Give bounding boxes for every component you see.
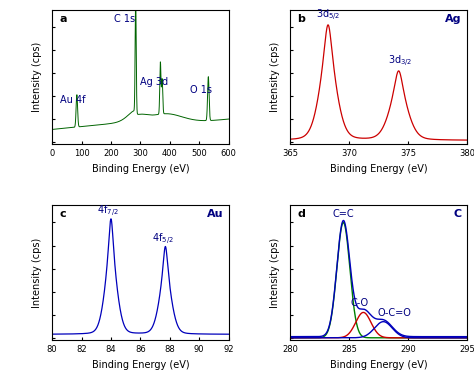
Text: O 1s: O 1s	[190, 85, 212, 95]
Text: Ag: Ag	[445, 14, 462, 24]
Text: 3d$_{5/2}$: 3d$_{5/2}$	[316, 8, 340, 23]
Y-axis label: Intensity (cps): Intensity (cps)	[270, 238, 280, 308]
X-axis label: Binding Energy (eV): Binding Energy (eV)	[91, 164, 189, 174]
Text: C-O: C-O	[351, 298, 369, 308]
Text: b: b	[298, 14, 305, 24]
X-axis label: Binding Energy (eV): Binding Energy (eV)	[91, 359, 189, 369]
Text: Au 4f: Au 4f	[60, 95, 85, 105]
Text: C 1s: C 1s	[114, 14, 136, 24]
Text: Au: Au	[207, 209, 223, 219]
X-axis label: Binding Energy (eV): Binding Energy (eV)	[330, 359, 428, 369]
Text: C: C	[454, 209, 462, 219]
Y-axis label: Intensity (cps): Intensity (cps)	[270, 42, 280, 112]
Text: 4f$_{5/2}$: 4f$_{5/2}$	[152, 231, 173, 247]
Text: 3d$_{3/2}$: 3d$_{3/2}$	[388, 54, 412, 70]
Text: c: c	[59, 209, 66, 219]
Text: Ag 3d: Ag 3d	[140, 77, 169, 87]
Text: a: a	[59, 14, 67, 24]
Y-axis label: Intensity (cps): Intensity (cps)	[32, 42, 42, 112]
Y-axis label: Intensity (cps): Intensity (cps)	[32, 238, 42, 308]
Text: O-C=O: O-C=O	[377, 308, 411, 318]
Text: C=C: C=C	[333, 209, 354, 219]
Text: 4f$_{7/2}$: 4f$_{7/2}$	[97, 204, 119, 219]
Text: d: d	[298, 209, 305, 219]
X-axis label: Binding Energy (eV): Binding Energy (eV)	[330, 164, 428, 174]
